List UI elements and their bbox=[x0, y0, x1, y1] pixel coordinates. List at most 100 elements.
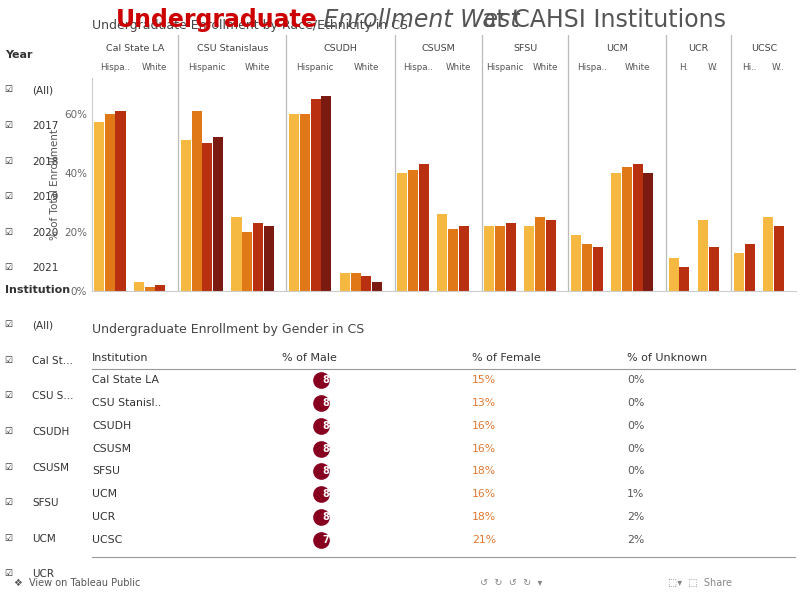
Text: 87%: 87% bbox=[322, 398, 346, 408]
Text: 16%: 16% bbox=[472, 421, 496, 431]
Bar bbox=[571, 235, 581, 291]
Text: ⬚▾  ⬚  Share: ⬚▾ ⬚ Share bbox=[668, 578, 732, 587]
Text: (All): (All) bbox=[32, 85, 54, 95]
Text: UCSC: UCSC bbox=[751, 44, 777, 53]
Text: UCR: UCR bbox=[689, 44, 709, 53]
Text: 16%: 16% bbox=[472, 489, 496, 499]
Bar bbox=[643, 173, 654, 291]
Text: ☑: ☑ bbox=[5, 427, 13, 436]
Text: CSU S...: CSU S... bbox=[32, 391, 74, 401]
Bar bbox=[340, 273, 350, 291]
Text: ☑: ☑ bbox=[5, 391, 13, 400]
Text: White: White bbox=[142, 63, 167, 72]
Text: Hi..: Hi.. bbox=[742, 63, 757, 72]
Text: 85%: 85% bbox=[322, 376, 346, 385]
Text: CSUDH: CSUDH bbox=[92, 421, 131, 431]
Text: UCM: UCM bbox=[32, 534, 56, 544]
Text: Undergraduate: Undergraduate bbox=[116, 8, 318, 32]
Text: ☑: ☑ bbox=[5, 121, 13, 130]
Text: White: White bbox=[625, 63, 650, 72]
Text: W.: W. bbox=[708, 63, 718, 72]
Bar bbox=[231, 217, 242, 291]
Y-axis label: % of Total Enrollment: % of Total Enrollment bbox=[50, 129, 60, 240]
Text: at CAHSI Institutions: at CAHSI Institutions bbox=[482, 8, 726, 32]
Text: SFSU: SFSU bbox=[92, 466, 120, 476]
Bar bbox=[506, 223, 516, 291]
Bar bbox=[289, 113, 299, 291]
Bar bbox=[105, 113, 114, 291]
Text: 77%: 77% bbox=[322, 535, 346, 545]
Text: CSUDH: CSUDH bbox=[32, 427, 70, 437]
Bar bbox=[115, 110, 126, 291]
Bar bbox=[484, 226, 494, 291]
Text: Institution: Institution bbox=[92, 353, 149, 362]
Bar bbox=[408, 170, 418, 291]
Text: 18%: 18% bbox=[472, 466, 496, 476]
Bar bbox=[191, 110, 202, 291]
Text: 13%: 13% bbox=[472, 398, 496, 408]
Text: 84%: 84% bbox=[322, 443, 346, 454]
Bar bbox=[535, 217, 545, 291]
Text: ☑: ☑ bbox=[5, 192, 13, 201]
Text: UCM: UCM bbox=[606, 44, 628, 53]
Text: Undergraduate Enrollment by Race/Ethnicity in CS: Undergraduate Enrollment by Race/Ethnici… bbox=[92, 19, 408, 32]
Text: 2017: 2017 bbox=[32, 121, 58, 131]
Text: Enrollment West: Enrollment West bbox=[316, 8, 527, 32]
Bar bbox=[264, 226, 274, 291]
Text: 84%: 84% bbox=[322, 421, 346, 431]
Text: ❖  View on Tableau Public: ❖ View on Tableau Public bbox=[14, 578, 141, 587]
Bar bbox=[622, 167, 632, 291]
Bar bbox=[763, 217, 774, 291]
Bar bbox=[734, 253, 744, 291]
Text: H.: H. bbox=[679, 63, 689, 72]
Text: CSU Stanisl..: CSU Stanisl.. bbox=[92, 398, 162, 408]
Text: Hispanic: Hispanic bbox=[297, 63, 334, 72]
Text: CSUSM: CSUSM bbox=[422, 44, 455, 53]
Bar bbox=[213, 137, 223, 291]
Bar bbox=[459, 226, 469, 291]
Bar bbox=[524, 226, 534, 291]
Text: 2020: 2020 bbox=[32, 228, 58, 238]
Text: 0%: 0% bbox=[627, 466, 645, 476]
Bar bbox=[94, 122, 104, 291]
Bar bbox=[419, 164, 429, 291]
Bar bbox=[582, 244, 592, 291]
Bar bbox=[134, 282, 144, 291]
Text: 0%: 0% bbox=[627, 376, 645, 385]
Text: CSUDH: CSUDH bbox=[324, 44, 358, 53]
Text: UCSC: UCSC bbox=[92, 535, 122, 545]
Text: % of Unknown: % of Unknown bbox=[627, 353, 707, 362]
Bar bbox=[362, 276, 371, 291]
Bar bbox=[310, 99, 321, 291]
Bar bbox=[698, 220, 708, 291]
Text: Hispanic: Hispanic bbox=[486, 63, 524, 72]
Text: SFSU: SFSU bbox=[513, 44, 537, 53]
Text: SFSU: SFSU bbox=[32, 498, 58, 508]
Text: ☑: ☑ bbox=[5, 85, 13, 94]
Bar bbox=[350, 273, 361, 291]
Text: Undergraduate Enrollment by Gender in CS: Undergraduate Enrollment by Gender in CS bbox=[92, 323, 364, 337]
Bar bbox=[679, 268, 690, 291]
Text: Cal State LA: Cal State LA bbox=[92, 376, 159, 385]
Text: Cal St...: Cal St... bbox=[32, 356, 73, 366]
Text: 2%: 2% bbox=[627, 535, 644, 545]
Text: Hispanic: Hispanic bbox=[188, 63, 226, 72]
Text: White: White bbox=[532, 63, 558, 72]
Bar bbox=[633, 164, 642, 291]
Text: 2021: 2021 bbox=[32, 263, 58, 274]
Text: 2%: 2% bbox=[627, 512, 644, 522]
Bar bbox=[745, 244, 755, 291]
Text: 16%: 16% bbox=[472, 443, 496, 454]
Text: 15%: 15% bbox=[472, 376, 496, 385]
Bar bbox=[242, 232, 252, 291]
Text: 0%: 0% bbox=[627, 421, 645, 431]
Text: ☑: ☑ bbox=[5, 157, 13, 166]
Bar bbox=[546, 220, 556, 291]
Bar bbox=[155, 285, 166, 291]
Text: Cal State LA: Cal State LA bbox=[106, 44, 164, 53]
Text: ☑: ☑ bbox=[5, 263, 13, 272]
Text: White: White bbox=[446, 63, 471, 72]
Bar bbox=[448, 229, 458, 291]
Text: Year: Year bbox=[5, 50, 32, 60]
Text: CSUSM: CSUSM bbox=[32, 463, 69, 473]
